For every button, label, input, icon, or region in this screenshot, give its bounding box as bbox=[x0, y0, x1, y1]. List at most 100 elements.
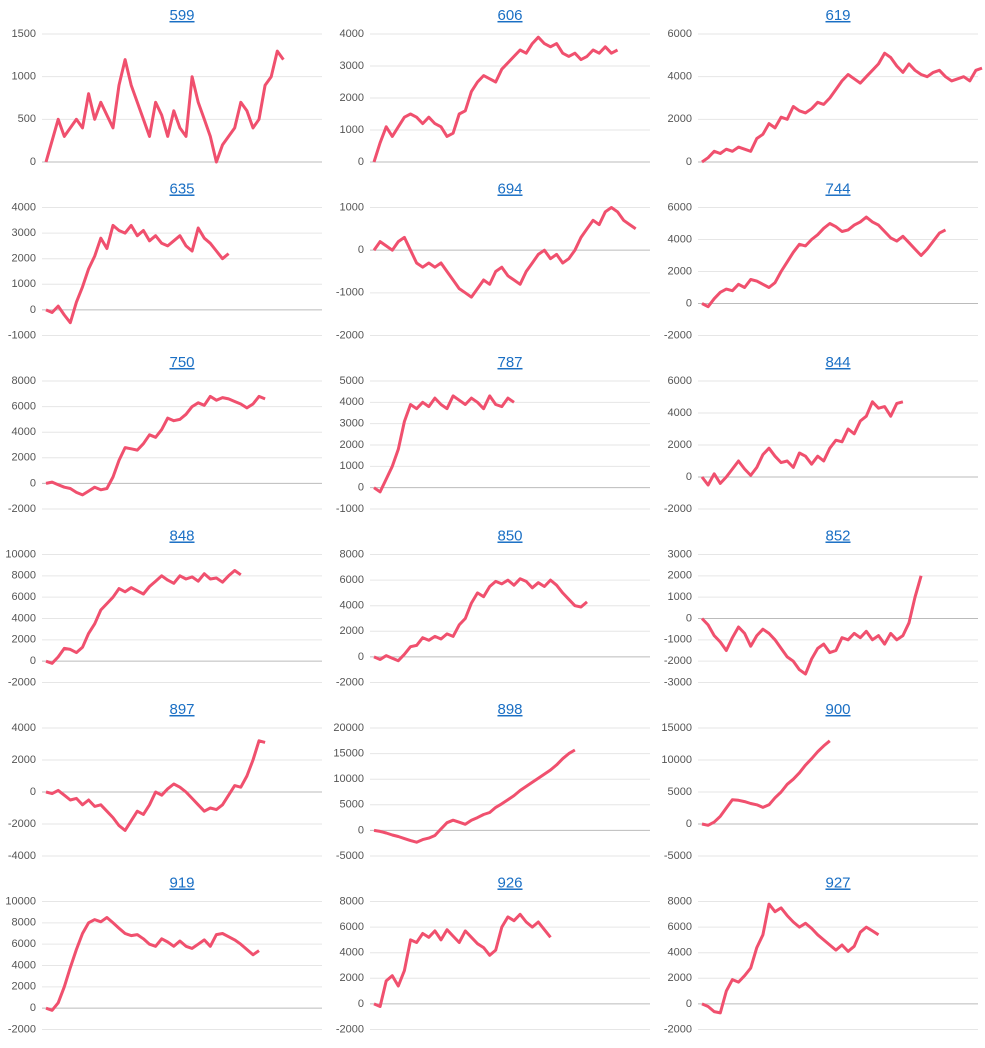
y-tick-label: 2000 bbox=[12, 634, 36, 646]
y-tick-label: -2000 bbox=[664, 1023, 692, 1035]
chart-title[interactable]: 926 bbox=[497, 874, 522, 891]
chart-title[interactable]: 744 bbox=[825, 180, 850, 197]
chart-title[interactable]: 635 bbox=[169, 180, 194, 197]
y-tick-label: 4000 bbox=[668, 947, 692, 959]
y-tick-label: 2000 bbox=[340, 439, 364, 451]
y-tick-label: 0 bbox=[686, 818, 692, 830]
y-tick-label: 3000 bbox=[12, 227, 36, 239]
y-tick-label: 8000 bbox=[340, 548, 364, 560]
y-tick-label: -1000 bbox=[336, 503, 364, 515]
y-tick-label: 6000 bbox=[668, 375, 692, 387]
chart-title[interactable]: 787 bbox=[497, 354, 522, 371]
chart-title[interactable]: 850 bbox=[497, 527, 522, 544]
chart-title[interactable]: 619 bbox=[825, 7, 850, 24]
y-tick-label: 5000 bbox=[340, 799, 364, 811]
y-tick-label: 6000 bbox=[12, 591, 36, 603]
y-tick-label: 0 bbox=[686, 297, 692, 309]
y-tick-label: -2000 bbox=[8, 503, 36, 515]
y-tick-label: -5000 bbox=[664, 850, 692, 862]
y-tick-label: 10000 bbox=[5, 895, 36, 907]
chart-title[interactable]: 900 bbox=[825, 701, 850, 718]
y-tick-label: 6000 bbox=[12, 938, 36, 950]
y-tick-label: 0 bbox=[358, 824, 364, 836]
y-tick-label: 0 bbox=[30, 477, 36, 489]
data-line bbox=[44, 49, 285, 164]
y-tick-label: 2000 bbox=[668, 439, 692, 451]
y-tick-label: 6000 bbox=[12, 401, 36, 413]
y-tick-label: -2000 bbox=[664, 655, 692, 667]
y-tick-label: 6000 bbox=[668, 28, 692, 40]
y-tick-label: 4000 bbox=[340, 947, 364, 959]
y-tick-label: 10000 bbox=[5, 548, 36, 560]
y-tick-label: 1000 bbox=[340, 460, 364, 472]
y-tick-label: 5000 bbox=[340, 375, 364, 387]
chart-title[interactable]: 898 bbox=[497, 701, 522, 718]
y-tick-label: -2000 bbox=[8, 1023, 36, 1035]
y-tick-label: 20000 bbox=[333, 722, 364, 734]
y-tick-label: 4000 bbox=[12, 201, 36, 213]
y-tick-label: -2000 bbox=[336, 329, 364, 341]
y-tick-label: -1000 bbox=[8, 329, 36, 341]
y-tick-label: 2000 bbox=[668, 265, 692, 277]
data-line bbox=[700, 400, 904, 487]
y-tick-label: 8000 bbox=[668, 895, 692, 907]
y-tick-label: 0 bbox=[686, 471, 692, 483]
data-line bbox=[373, 577, 588, 663]
chart-title[interactable]: 750 bbox=[169, 354, 194, 371]
y-tick-label: 3000 bbox=[668, 548, 692, 560]
y-tick-label: 2000 bbox=[340, 972, 364, 984]
y-tick-label: 4000 bbox=[12, 959, 36, 971]
y-tick-label: 0 bbox=[358, 651, 364, 663]
y-tick-label: -2000 bbox=[336, 676, 364, 688]
y-tick-label: 0 bbox=[358, 244, 364, 256]
y-tick-label: 2000 bbox=[668, 570, 692, 582]
y-tick-label: 8000 bbox=[12, 375, 36, 387]
chart-title[interactable]: 852 bbox=[825, 527, 850, 544]
data-line bbox=[372, 35, 619, 163]
y-tick-label: 4000 bbox=[12, 722, 36, 734]
data-line bbox=[701, 51, 983, 164]
chart-title[interactable]: 897 bbox=[169, 701, 194, 718]
y-tick-label: 0 bbox=[358, 998, 364, 1010]
y-tick-label: -3000 bbox=[664, 676, 692, 688]
y-tick-label: 5000 bbox=[668, 786, 692, 798]
y-tick-label: 8000 bbox=[340, 895, 364, 907]
data-line bbox=[45, 739, 266, 832]
y-tick-label: -5000 bbox=[336, 850, 364, 862]
y-tick-label: 15000 bbox=[661, 722, 692, 734]
y-tick-label: 8000 bbox=[12, 917, 36, 929]
y-tick-label: 6000 bbox=[340, 921, 364, 933]
y-tick-label: 10000 bbox=[661, 754, 692, 766]
data-line bbox=[45, 569, 242, 665]
y-tick-label: -2000 bbox=[664, 503, 692, 515]
y-tick-label: 4000 bbox=[12, 612, 36, 624]
y-tick-label: 2000 bbox=[340, 625, 364, 637]
data-line bbox=[700, 575, 923, 676]
chart-title[interactable]: 844 bbox=[825, 354, 850, 371]
y-tick-label: 0 bbox=[686, 998, 692, 1010]
chart-title[interactable]: 919 bbox=[169, 874, 194, 891]
y-tick-label: 1000 bbox=[12, 71, 36, 83]
chart-title[interactable]: 606 bbox=[497, 7, 522, 24]
y-tick-label: 4000 bbox=[668, 71, 692, 83]
y-tick-label: 8000 bbox=[12, 570, 36, 582]
y-tick-label: 0 bbox=[686, 156, 692, 168]
y-tick-label: 2000 bbox=[340, 92, 364, 104]
chart-title[interactable]: 848 bbox=[169, 527, 194, 544]
y-tick-label: 2000 bbox=[12, 754, 36, 766]
y-tick-label: -1000 bbox=[664, 634, 692, 646]
y-tick-label: 4000 bbox=[668, 407, 692, 419]
y-tick-label: 0 bbox=[30, 786, 36, 798]
y-tick-label: -1000 bbox=[336, 287, 364, 299]
chart-title[interactable]: 599 bbox=[169, 7, 194, 24]
y-tick-label: 15000 bbox=[333, 748, 364, 760]
y-tick-label: 2000 bbox=[12, 452, 36, 464]
y-tick-label: 4000 bbox=[340, 28, 364, 40]
chart-title[interactable]: 694 bbox=[497, 180, 522, 197]
y-tick-label: 500 bbox=[18, 113, 36, 125]
y-tick-label: 4000 bbox=[12, 426, 36, 438]
chart-title[interactable]: 927 bbox=[825, 874, 850, 891]
y-tick-label: 2000 bbox=[668, 113, 692, 125]
y-tick-label: 4000 bbox=[340, 600, 364, 612]
